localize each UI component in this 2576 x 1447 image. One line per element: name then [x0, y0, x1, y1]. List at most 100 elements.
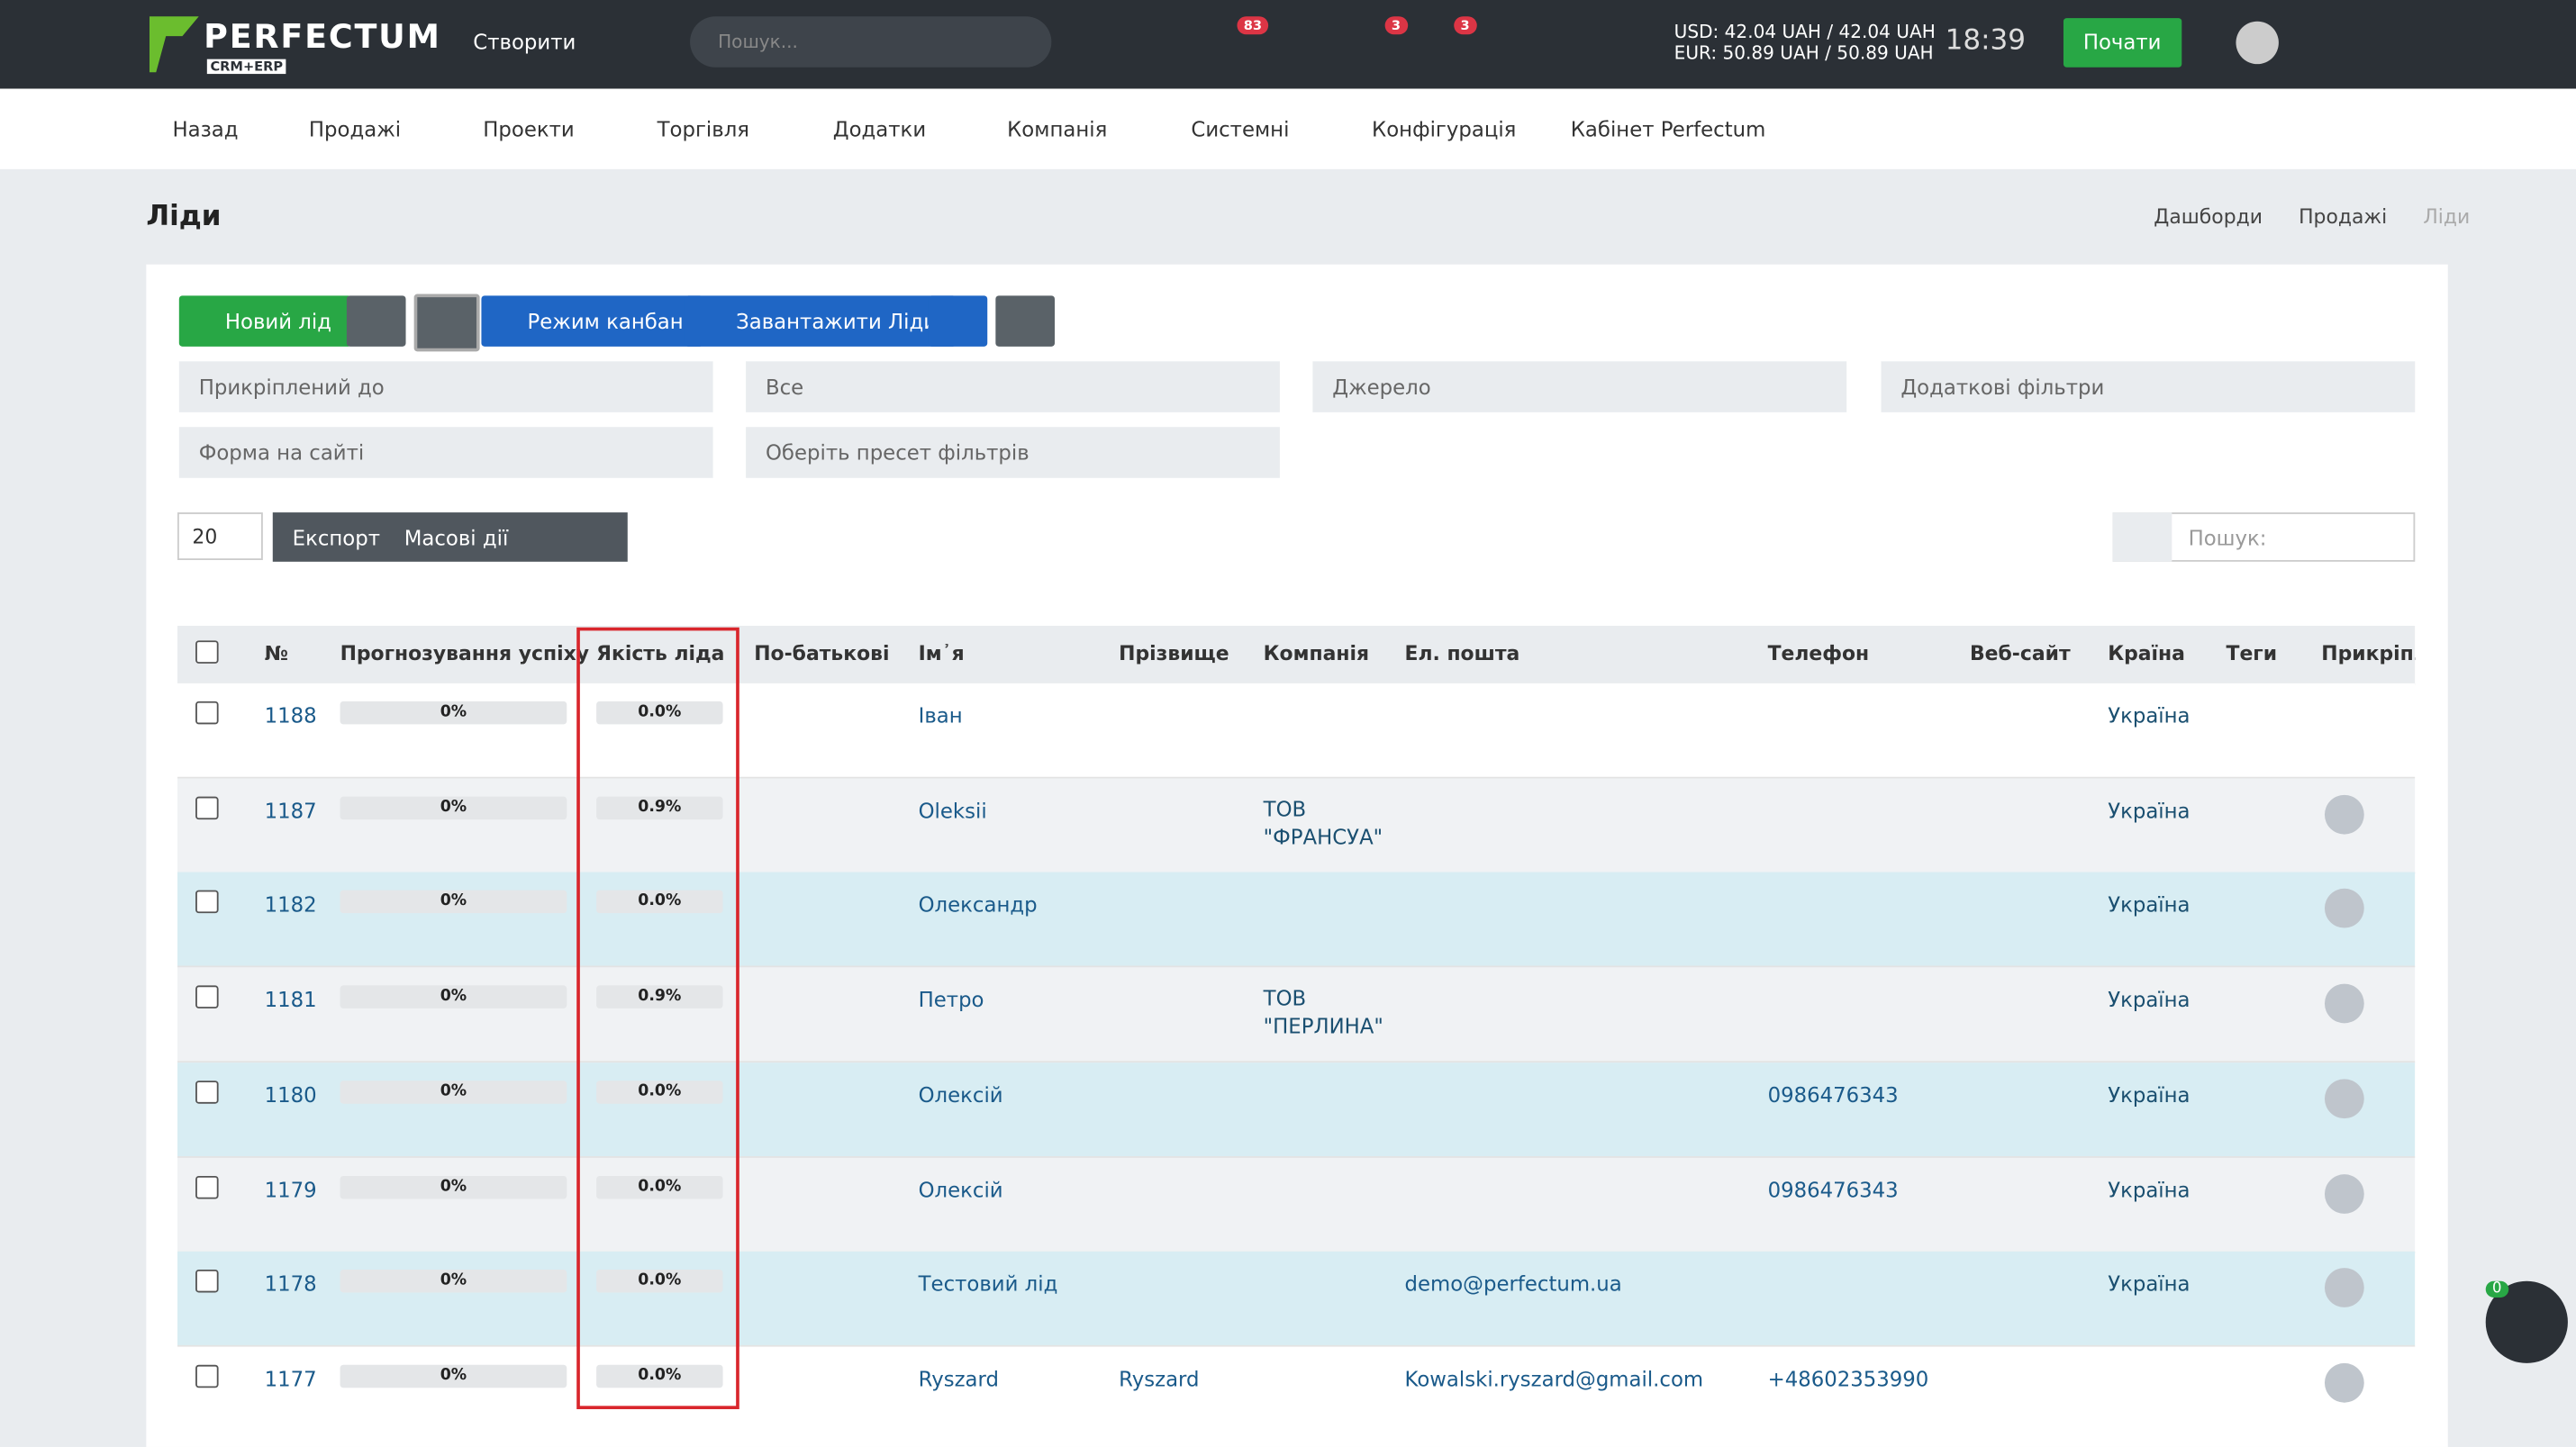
search-box[interactable] — [690, 16, 1052, 68]
assigned-avatar — [2324, 794, 2364, 835]
assigned-avatar — [2324, 889, 2364, 929]
filter-select[interactable]: Все — [746, 361, 1280, 412]
column-header[interactable]: Прогнозування успіху — [340, 642, 589, 665]
column-header[interactable]: По-батькові — [754, 642, 890, 665]
cell[interactable]: Олексій — [918, 1081, 1003, 1108]
cell[interactable]: Ryszard — [918, 1366, 999, 1391]
view-button[interactable] — [413, 294, 480, 352]
cell[interactable]: 1181 — [264, 987, 317, 1012]
page-title: Ліди — [146, 200, 222, 234]
cell[interactable]: 1177 — [264, 1366, 317, 1391]
cell[interactable]: 1179 — [264, 1176, 317, 1202]
column-header[interactable]: Якість ліда — [596, 642, 725, 665]
create-menu[interactable]: Створити — [473, 29, 576, 55]
time: 18:39 — [1945, 24, 2026, 58]
nav-item[interactable]: Продажі — [308, 116, 402, 141]
checkbox[interactable] — [195, 891, 219, 914]
avatar[interactable] — [2236, 21, 2279, 65]
search-placeholder: Пошук... — [718, 31, 798, 53]
column-header[interactable]: Компанія — [1263, 642, 1370, 665]
table: № Прогнозування успіху Якість ліда По-батьк… — [177, 625, 2416, 1419]
currency-eur: EUR: 50.89 UAH / 50.89 UAH — [1673, 42, 1934, 65]
checkbox[interactable] — [195, 796, 219, 819]
breadcrumb[interactable]: Дашборди — [2154, 205, 2263, 229]
column-header[interactable]: № — [264, 642, 288, 665]
cell[interactable]: Oleksii — [918, 797, 987, 823]
filter-select[interactable]: Оберіть пресет фільтрів — [746, 427, 1280, 478]
cell[interactable]: 1180 — [264, 1081, 317, 1108]
checkbox[interactable] — [195, 640, 219, 664]
nav-item[interactable]: Конфігурація — [1372, 116, 1517, 141]
checkbox[interactable] — [195, 1080, 219, 1104]
search-icon-box — [2112, 512, 2172, 562]
cell: Україна — [2108, 1176, 2191, 1202]
column-header[interactable]: Прізвище — [1119, 642, 1229, 665]
assigned-avatar — [2324, 1078, 2364, 1118]
cell[interactable]: Петро — [918, 987, 984, 1012]
filter-select[interactable]: Прикріплений до — [178, 361, 713, 412]
nav-item[interactable]: Кабінет Perfectum — [1570, 116, 1766, 141]
checkbox[interactable] — [195, 1364, 219, 1388]
filter-select[interactable]: Додаткові фільтри — [1881, 361, 2416, 412]
breadcrumb[interactable]: Продажі — [2299, 205, 2388, 229]
nav-item[interactable]: Назад — [172, 116, 239, 141]
table-row — [177, 967, 2416, 1063]
cell: Україна — [2108, 1081, 2191, 1108]
column-header[interactable]: Ел. пошта — [1404, 642, 1520, 665]
filter-button[interactable] — [928, 295, 988, 347]
cell[interactable]: 1187 — [264, 797, 317, 823]
checkbox[interactable] — [195, 701, 219, 725]
nav-item[interactable]: Додатки — [832, 116, 927, 141]
top-bar: PERFECTUM CRM+ERP Створити Пошук... 83 3… — [0, 0, 2576, 89]
nav-bar: Назад Продажі Проекти Торгівля Додатки Компан… — [0, 88, 2576, 169]
cell: Україна — [2108, 797, 2191, 823]
cell: ТОВ "ПЕРЛИНА" — [1263, 985, 1383, 1038]
cell[interactable]: 1178 — [264, 1271, 317, 1297]
badge: 3 — [1384, 16, 1408, 35]
column-header[interactable]: Теги — [2226, 642, 2278, 665]
nav-item[interactable]: Проекти — [483, 116, 575, 141]
progress-bar: 0.0% — [596, 1270, 723, 1293]
cell[interactable]: Олександр — [918, 892, 1038, 918]
cell[interactable]: Іван — [918, 702, 963, 728]
cell[interactable]: Тестовий лід — [918, 1271, 1058, 1297]
cell: ТОВ "ФРАНСУА" — [1263, 796, 1383, 849]
badge: 83 — [1237, 16, 1269, 35]
cell[interactable]: 1182 — [264, 892, 317, 918]
checkbox[interactable] — [195, 1270, 219, 1293]
cell: Kowalski.ryszard@gmail.com — [1404, 1366, 1704, 1391]
column-header[interactable]: Прикріпле — [2321, 642, 2415, 665]
export-button[interactable]: Експорт — [292, 525, 380, 551]
checkbox[interactable] — [195, 1175, 219, 1198]
clear-filter-button[interactable] — [995, 295, 1056, 347]
progress-bar: 0.0% — [596, 1364, 723, 1388]
column-header[interactable]: Телефон — [1767, 642, 1870, 665]
column-header[interactable]: Країна — [2108, 642, 2185, 665]
column-header[interactable]: Ім᾿я — [918, 642, 965, 665]
start-button[interactable]: Почати — [2063, 18, 2181, 68]
badge: 3 — [1454, 16, 1477, 35]
button-group — [272, 512, 628, 562]
cell[interactable]: Олексій — [918, 1176, 1003, 1202]
stats-button[interactable] — [346, 295, 406, 347]
cell[interactable]: 1188 — [264, 702, 317, 728]
currency-usd: USD: 42.04 UAH / 42.04 UAH — [1673, 21, 1936, 43]
filter-select[interactable]: Джерело — [1312, 361, 1847, 412]
filter-select[interactable]: Форма на сайті — [178, 427, 713, 478]
table-row — [177, 1062, 2416, 1158]
page-size[interactable]: 20 — [177, 512, 263, 560]
download-button[interactable]: Завантажити Ліди — [685, 295, 957, 347]
highlight-box — [576, 627, 739, 1409]
breadcrumb: Ліди — [2423, 205, 2471, 229]
checkbox[interactable] — [195, 985, 219, 1009]
progress-bar: 0.0% — [596, 1080, 723, 1104]
bulk-button[interactable]: Масові дії — [404, 525, 509, 551]
progress-bar: 0.0% — [596, 701, 723, 725]
nav-item[interactable]: Системні — [1191, 116, 1290, 141]
column-header[interactable]: Веб-сайт — [1969, 642, 2071, 665]
nav-item[interactable]: Торгівля — [657, 116, 750, 141]
new-lead-button[interactable]: Новий лід — [178, 295, 351, 347]
kanban-button[interactable]: Режим канбан — [481, 295, 703, 347]
nav-item[interactable]: Компанія — [1007, 116, 1108, 141]
